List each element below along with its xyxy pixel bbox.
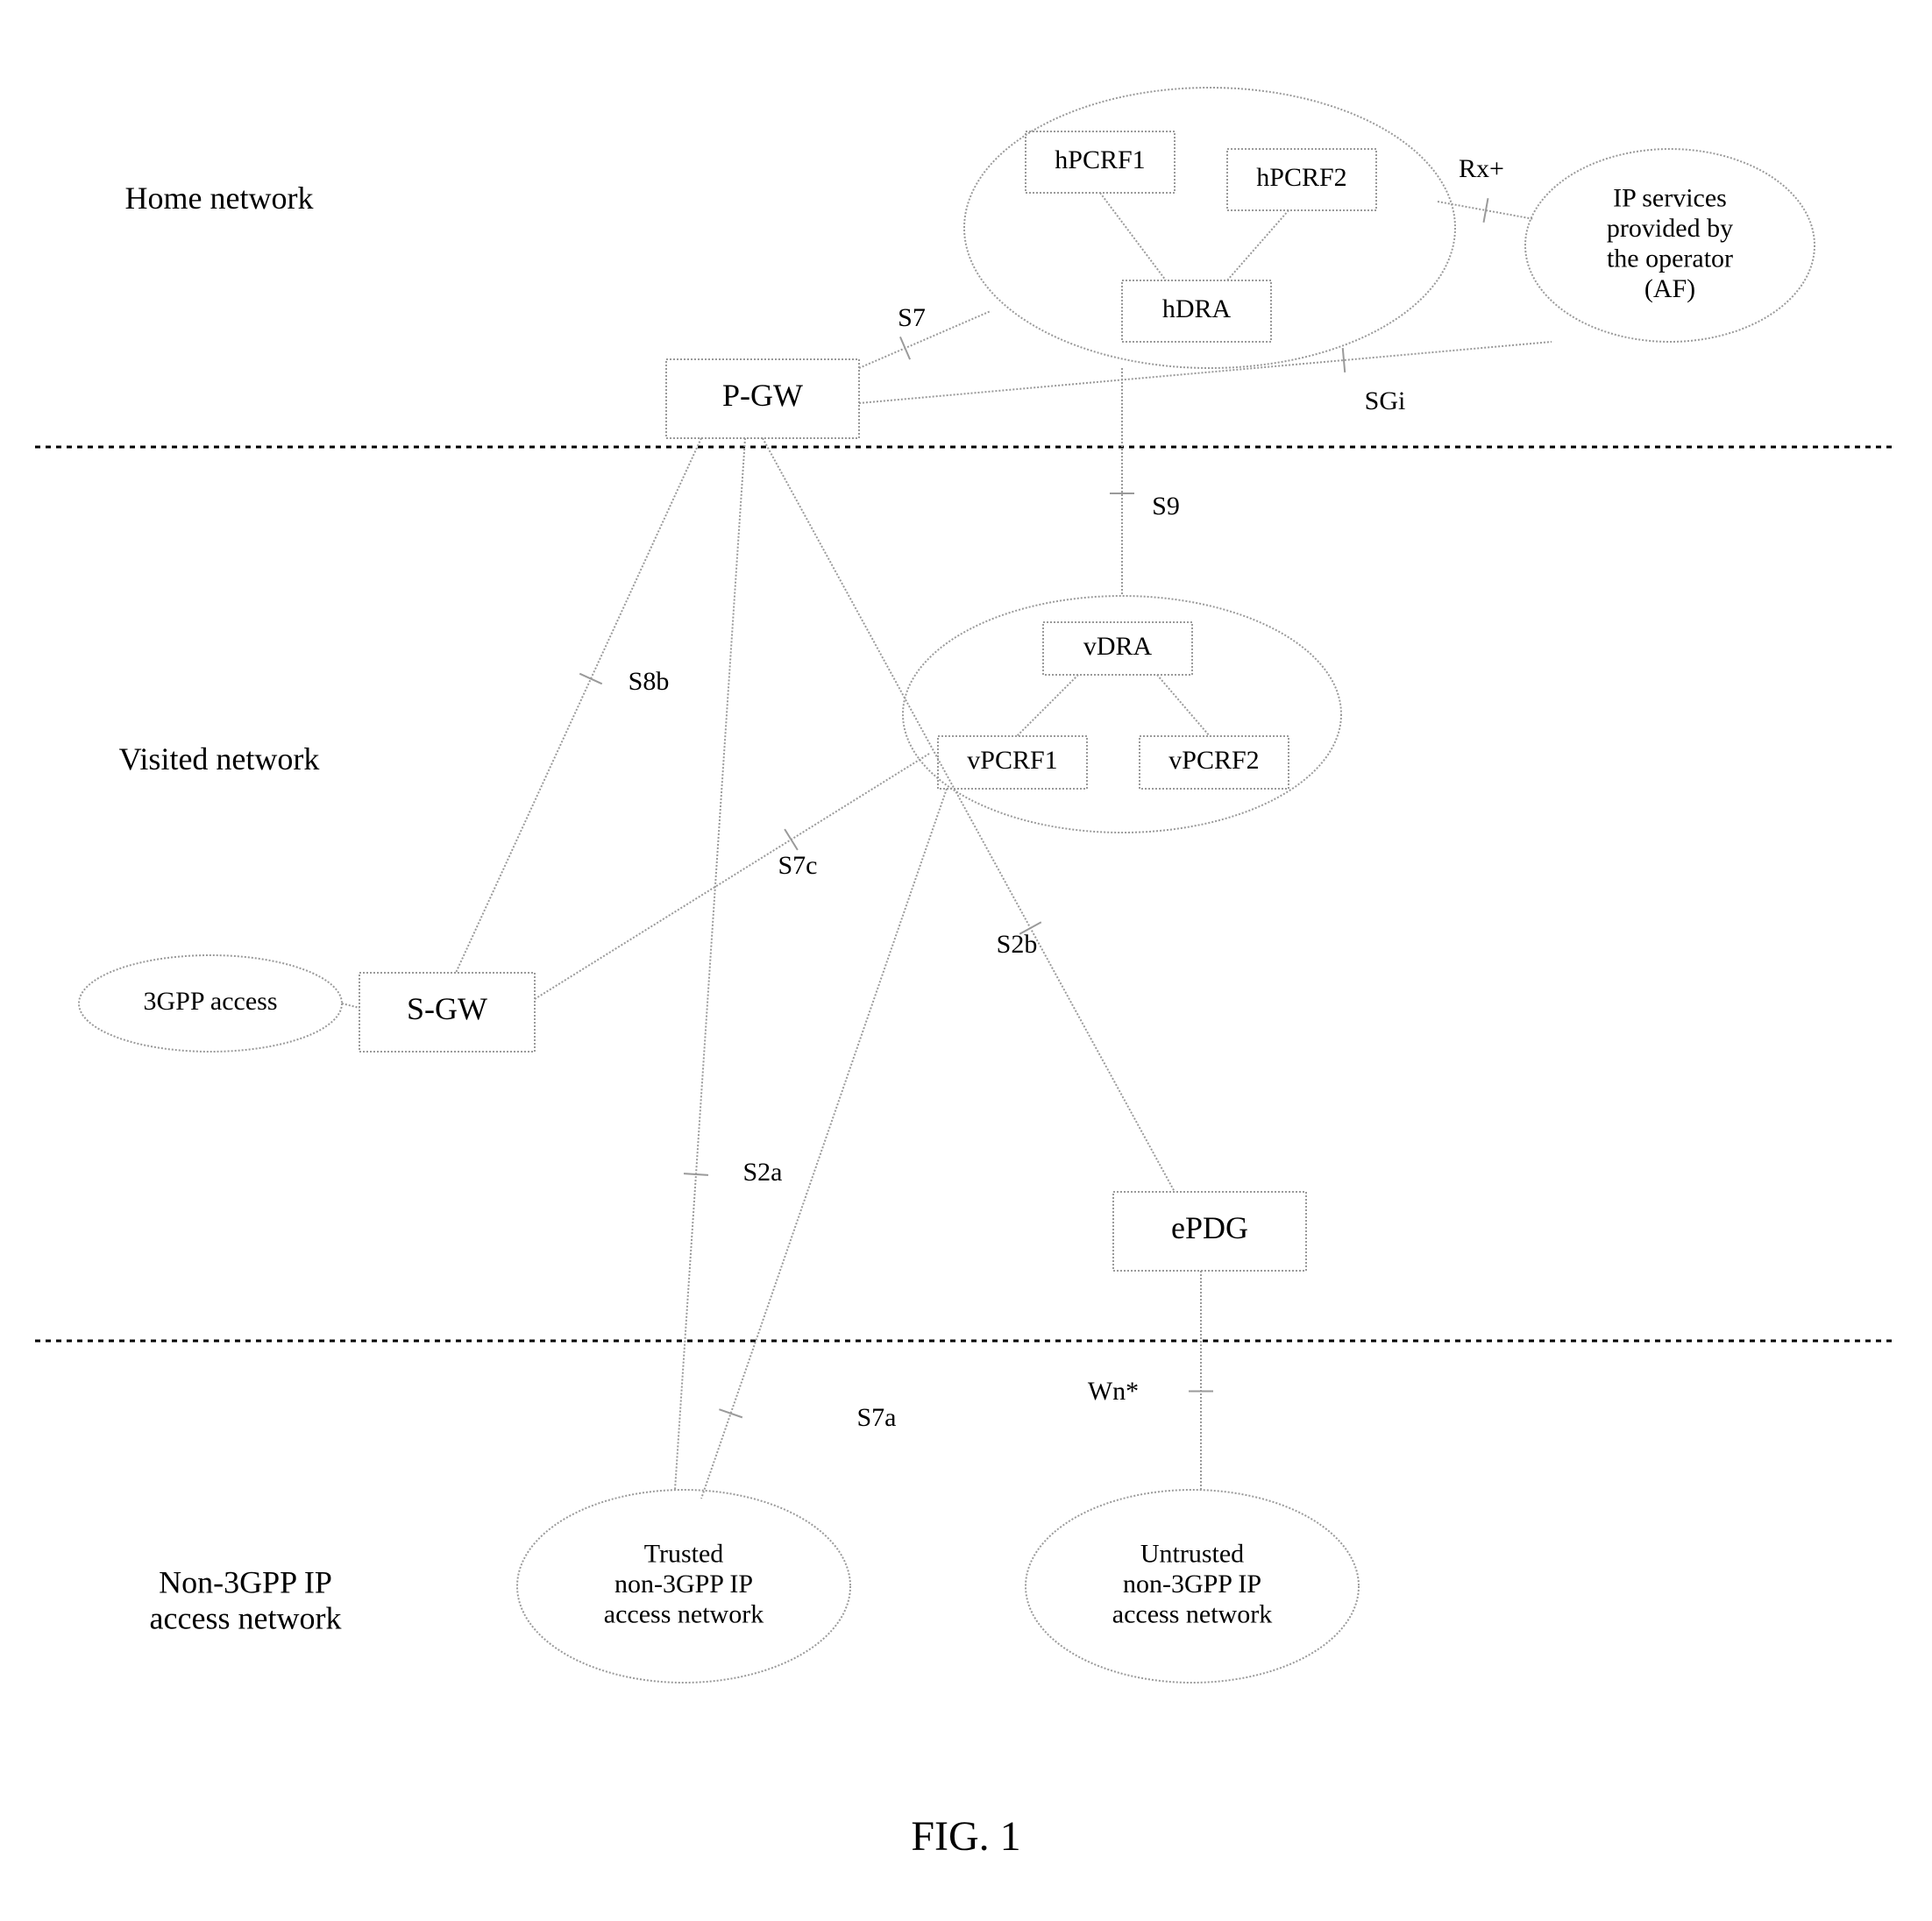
edge-label-s2a: S2a — [743, 1158, 783, 1187]
edge-hd2 — [1227, 210, 1289, 280]
edge-label-s7: S7 — [898, 303, 926, 332]
edge-vd1 — [1017, 675, 1078, 736]
node-label-pgw: P-GW — [722, 378, 803, 413]
node-label-af: IP servicesprovided bythe operator(AF) — [1607, 183, 1733, 303]
edge-ac — [342, 1003, 359, 1008]
node-label-untrusted: Untrustednon-3GPP IPaccess network — [1112, 1539, 1272, 1628]
node-label-vpcrf1: vPCRF1 — [967, 746, 1057, 775]
zone-label: Non-3GPP IPaccess network — [150, 1565, 342, 1636]
edge-s2b — [763, 438, 1175, 1192]
node-label-sgw: S-GW — [407, 991, 487, 1026]
edge-label-s2b: S2b — [997, 930, 1038, 959]
edge-vd2 — [1157, 675, 1210, 736]
edge-tick — [719, 1409, 742, 1417]
diagram-svg: Home network Visited network Non-3GPP IPac… — [0, 0, 1932, 1921]
zone-label: Home network — [125, 181, 314, 216]
node-label-trusted: Trustednon-3GPP IPaccess network — [604, 1539, 764, 1628]
edge-tick — [579, 674, 601, 684]
edge-label-sgi: SGi — [1365, 386, 1406, 415]
edge-hd1 — [1100, 193, 1166, 280]
edge-s7c — [535, 754, 929, 999]
node-label-hpcrf1: hPCRF1 — [1055, 145, 1145, 174]
figure-caption: FIG. 1 — [911, 1813, 1020, 1860]
node-label-vdra: vDRA — [1083, 632, 1153, 661]
node-label-hdra: hDRA — [1162, 294, 1232, 323]
edge-tick — [785, 829, 798, 850]
node-label-access3gpp: 3GPP access — [143, 987, 277, 1016]
edge-label-rx: Rx+ — [1459, 154, 1504, 183]
edge-label-s7a: S7a — [857, 1403, 897, 1432]
edge-sgi — [859, 342, 1552, 403]
node-label-epdg: ePDG — [1171, 1210, 1248, 1245]
node-label-vpcrf2: vPCRF2 — [1168, 746, 1259, 775]
edge-s8b — [456, 438, 701, 973]
edge-label-s7c: S7c — [778, 851, 818, 880]
edge-tick — [1343, 348, 1345, 372]
node-hgroup — [964, 88, 1455, 368]
edge-label-wn: Wn* — [1088, 1377, 1139, 1406]
edge-tick — [900, 337, 910, 359]
node-label-hpcrf2: hPCRF2 — [1256, 163, 1346, 192]
edge-label-s9: S9 — [1152, 492, 1180, 521]
edge-tick — [684, 1173, 708, 1175]
edge-s2a — [675, 438, 745, 1490]
edge-label-s8b: S8b — [629, 667, 670, 696]
edge-s7a — [701, 789, 947, 1499]
zone-label: Visited network — [119, 741, 320, 776]
